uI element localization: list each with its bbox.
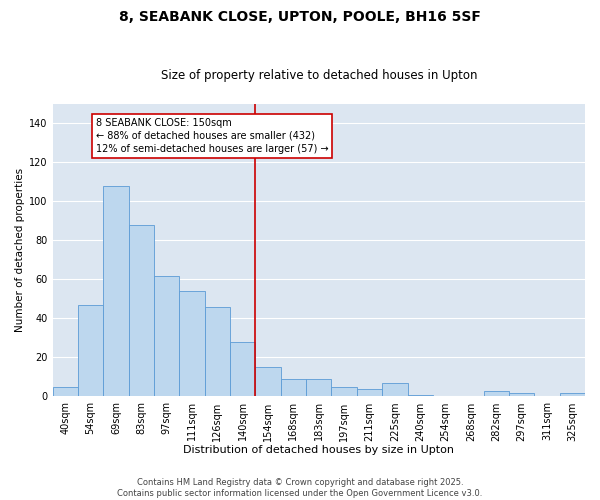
Bar bbox=[128, 225, 154, 396]
Bar bbox=[179, 291, 205, 397]
Bar bbox=[256, 367, 281, 396]
Bar bbox=[281, 379, 306, 396]
Bar bbox=[53, 386, 78, 396]
Bar bbox=[484, 390, 509, 396]
Bar bbox=[560, 392, 585, 396]
Bar bbox=[306, 379, 331, 396]
Text: 8 SEABANK CLOSE: 150sqm
← 88% of detached houses are smaller (432)
12% of semi-d: 8 SEABANK CLOSE: 150sqm ← 88% of detache… bbox=[95, 118, 328, 154]
Bar bbox=[230, 342, 256, 396]
Bar bbox=[78, 305, 103, 396]
Bar bbox=[357, 388, 382, 396]
Title: Size of property relative to detached houses in Upton: Size of property relative to detached ho… bbox=[161, 69, 477, 82]
Bar bbox=[407, 394, 433, 396]
Bar bbox=[103, 186, 128, 396]
Bar bbox=[205, 307, 230, 396]
Y-axis label: Number of detached properties: Number of detached properties bbox=[15, 168, 25, 332]
X-axis label: Distribution of detached houses by size in Upton: Distribution of detached houses by size … bbox=[183, 445, 454, 455]
Text: Contains HM Land Registry data © Crown copyright and database right 2025.
Contai: Contains HM Land Registry data © Crown c… bbox=[118, 478, 482, 498]
Bar bbox=[331, 386, 357, 396]
Bar bbox=[154, 276, 179, 396]
Bar bbox=[509, 392, 534, 396]
Text: 8, SEABANK CLOSE, UPTON, POOLE, BH16 5SF: 8, SEABANK CLOSE, UPTON, POOLE, BH16 5SF bbox=[119, 10, 481, 24]
Bar bbox=[382, 383, 407, 396]
